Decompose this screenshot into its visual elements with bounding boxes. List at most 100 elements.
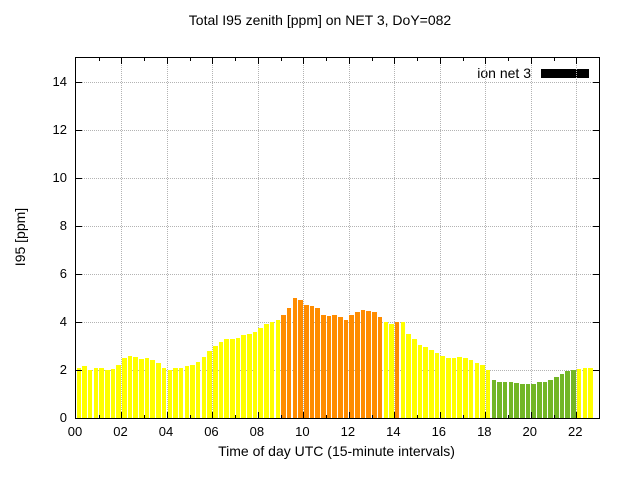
bar-0415 [173, 367, 178, 418]
x-tick-mark [144, 415, 146, 418]
bar-0945 [298, 300, 303, 418]
bar-0015 [82, 366, 87, 418]
grid-line-vertical [121, 58, 123, 418]
bar-0300 [144, 358, 150, 418]
y-tick-label: 0 [59, 410, 67, 425]
bar-2030 [542, 382, 548, 418]
bar-2000 [531, 384, 536, 418]
x-tick-mark [553, 415, 555, 418]
bar-0515 [195, 361, 201, 418]
bar-2215 [582, 367, 588, 418]
bar-1030 [315, 307, 320, 418]
bar-0915 [286, 307, 292, 418]
y-tick-mark [76, 226, 82, 227]
x-tick-mark [371, 415, 373, 418]
grid-line-vertical [212, 58, 214, 418]
bar-2130 [565, 371, 570, 418]
x-tick-mark [235, 415, 237, 418]
x-tick-label: 06 [204, 424, 219, 439]
bar-0245 [139, 359, 144, 418]
x-tick-label: 22 [568, 424, 583, 439]
bar-0215 [127, 355, 133, 418]
bar-0045 [93, 367, 99, 418]
x-tick-mark [257, 58, 259, 64]
bar-1945 [525, 384, 531, 418]
y-tick-mark [593, 178, 599, 179]
x-tick-mark [394, 58, 396, 64]
x-tick-mark [166, 58, 168, 64]
bar-1215 [355, 312, 360, 418]
y-tick-mark [593, 226, 599, 227]
y-tick-label: 2 [59, 362, 67, 377]
x-tick-mark [485, 412, 487, 418]
bar-0430 [178, 367, 184, 418]
grid-line-horizontal [76, 130, 599, 131]
grid-line-horizontal [76, 178, 599, 179]
legend-swatch [541, 68, 589, 78]
bar-0530 [201, 356, 207, 418]
x-tick-mark [485, 58, 487, 64]
bar-1345 [389, 324, 394, 418]
grid-line-horizontal [76, 226, 599, 227]
x-tick-label: 10 [295, 424, 310, 439]
bar-0630 [224, 338, 229, 418]
x-tick-mark [348, 412, 350, 418]
x-tick-mark [508, 58, 510, 61]
grid-line-horizontal [76, 82, 599, 83]
x-tick-mark [280, 415, 282, 418]
x-axis-label: Time of day UTC (15-minute intervals) [218, 443, 455, 459]
x-tick-mark [530, 58, 532, 64]
bar-0815 [264, 324, 269, 418]
bar-0200 [122, 358, 127, 418]
grid-line-vertical [576, 58, 578, 418]
bar-0345 [161, 367, 167, 418]
bar-1145 [343, 319, 349, 418]
x-tick-mark [508, 415, 510, 418]
bar-1100 [326, 316, 332, 418]
bar-1545 [434, 353, 440, 418]
bar-2230 [588, 367, 593, 418]
x-tick-mark [212, 412, 214, 418]
bar-1645 [457, 356, 462, 418]
bar-1015 [309, 306, 315, 418]
grid-line-horizontal [76, 322, 599, 323]
x-tick-label: 02 [113, 424, 128, 439]
y-axis-label: I95 [ppm] [12, 207, 28, 267]
grid-line-vertical [439, 58, 441, 418]
bar-1415 [400, 322, 406, 418]
bar-1930 [519, 384, 525, 418]
plot-area: ion net 3 [75, 57, 600, 419]
y-tick-label: 10 [52, 170, 67, 185]
x-tick-mark [189, 415, 191, 418]
grid-line-vertical [485, 58, 487, 418]
bar-1330 [383, 322, 389, 418]
y-tick-mark [593, 130, 599, 131]
y-tick-label: 12 [52, 122, 67, 137]
x-tick-mark [371, 58, 373, 61]
x-tick-mark [144, 58, 146, 61]
bar-1900 [508, 382, 514, 418]
x-tick-label: 00 [67, 424, 83, 439]
grid-line-vertical [166, 58, 168, 418]
bar-2045 [548, 379, 553, 418]
x-tick-mark [553, 58, 555, 61]
bar-1630 [451, 358, 457, 418]
y-tick-mark [593, 370, 599, 371]
y-tick-mark [593, 322, 599, 323]
bar-0500 [190, 365, 195, 418]
bar-1600 [440, 355, 445, 418]
x-tick-label: 14 [386, 424, 401, 439]
x-tick-mark [98, 58, 100, 61]
grid-line-horizontal [76, 370, 599, 371]
x-tick-mark [576, 58, 578, 64]
bar-1800 [485, 370, 491, 418]
grid-line-vertical [394, 58, 396, 418]
x-tick-mark [98, 415, 100, 418]
x-tick-mark [576, 412, 578, 418]
bar-0130 [110, 368, 116, 418]
bar-0400 [167, 370, 173, 418]
grid-line-vertical [257, 58, 259, 418]
x-tick-label: 08 [249, 424, 265, 439]
x-tick-mark [394, 412, 396, 418]
